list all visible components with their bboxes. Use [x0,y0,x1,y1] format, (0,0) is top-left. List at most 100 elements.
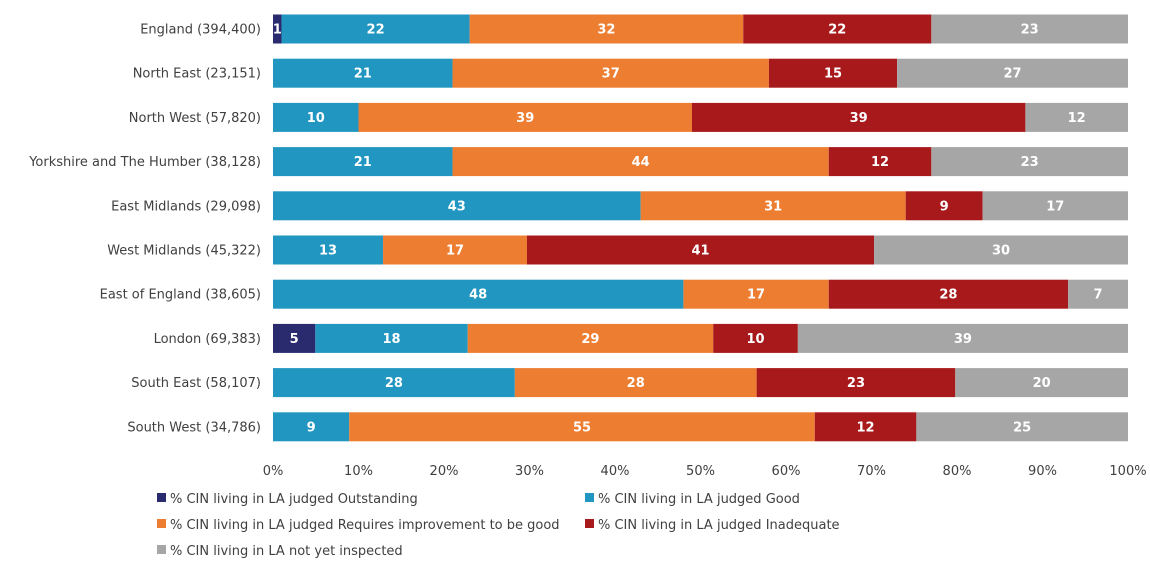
legend-swatch [157,519,166,528]
data-label: 21 [354,155,372,170]
data-label: 1 [273,23,282,38]
data-label: 17 [446,244,464,259]
legend-label: % CIN living in LA judged Inadequate [598,518,840,533]
legend-swatch [585,493,594,502]
data-label: 15 [824,67,842,82]
data-label: 17 [1046,199,1064,214]
category-label: England (394,400) [140,23,261,38]
data-label: 12 [1068,111,1086,126]
x-axis-ticks: 0% 10% 20% 30% 40% 50% 60% 70% 80% 90% 100% [263,464,1147,479]
data-label: 7 [1094,288,1103,303]
bar-segment [526,235,875,265]
bar-segment [358,102,692,132]
bars [273,14,1128,442]
data-label: 13 [319,244,337,259]
bar-segment [743,14,932,44]
bar-segment [828,147,932,177]
bar-segment [273,279,684,309]
data-label: 12 [871,155,889,170]
bar-segment [315,323,468,353]
data-label: 39 [954,332,972,347]
bar-segment [349,412,815,442]
data-label: 31 [764,199,782,214]
category-label: South West (34,786) [127,420,261,435]
x-tick-label: 80% [943,464,972,479]
data-label: 44 [632,155,650,170]
bar-segment [452,58,769,88]
bar-segment [931,147,1128,177]
bar-segment [514,368,757,398]
bar-segment [273,14,282,44]
data-label: 12 [857,420,875,435]
data-label: 43 [448,199,466,214]
data-label: 32 [597,23,615,38]
bar-segment [469,14,744,44]
data-label: 21 [354,67,372,82]
bar-segment [874,235,1128,265]
x-tick-label: 60% [772,464,801,479]
legend-label: % CIN living in LA judged Outstanding [170,492,418,507]
data-label: 28 [627,376,645,391]
x-tick-label: 10% [344,464,373,479]
bar-segment [273,412,350,442]
bar-segment [955,368,1128,398]
bar-segment [1068,279,1128,309]
data-label: 10 [746,332,764,347]
legend-label: % CIN living in LA judged Requires impro… [170,518,560,533]
data-label: 30 [992,244,1010,259]
data-label: 55 [573,420,591,435]
data-label: 23 [847,376,865,391]
data-label: 28 [385,376,403,391]
data-label: 25 [1013,420,1031,435]
category-label: West Midlands (45,322) [107,244,261,259]
bar-segment [273,102,359,132]
bar-segment [691,102,1026,132]
legend-swatch [157,545,166,554]
bar-segment [273,147,453,177]
legend-label: % CIN living in LA not yet inspected [170,544,403,559]
data-label: 39 [850,111,868,126]
category-label: East of England (38,605) [100,288,261,303]
x-tick-label: 70% [857,464,886,479]
category-label: East Midlands (29,098) [111,199,261,214]
legend: % CIN living in LA judged Outstanding % C… [157,492,840,559]
data-label: 48 [469,288,487,303]
bar-segment [273,235,384,265]
bar-segment [814,412,917,442]
bar-segment [916,412,1128,442]
bar-segment [383,235,527,265]
legend-swatch [585,519,594,528]
category-label: North East (23,151) [133,67,261,82]
bar-segment [640,191,906,221]
data-label: 23 [1021,23,1039,38]
data-label: 29 [581,332,599,347]
data-label: 28 [939,288,957,303]
bar-segment [273,323,316,353]
bar-segment [905,191,983,221]
bar-segment [982,191,1128,221]
x-tick-label: 100% [1109,464,1146,479]
bar-segment [768,58,898,88]
bar-segment [828,279,1069,309]
data-label: 22 [828,23,846,38]
x-tick-label: 0% [263,464,284,479]
bar-segment [273,191,641,221]
data-label: 41 [691,244,709,259]
bar-segment [452,147,829,177]
bar-segment [683,279,829,309]
bar-segment [467,323,714,353]
category-label: North West (57,820) [129,111,261,126]
data-label: 23 [1021,155,1039,170]
bar-segment [897,58,1128,88]
data-label: 9 [940,199,949,214]
bar-segment [931,14,1128,44]
bar-segment [713,323,798,353]
x-tick-label: 50% [686,464,715,479]
data-label: 27 [1004,67,1022,82]
bar-segment [281,14,470,44]
category-label: London (69,383) [154,332,261,347]
bar-segment [273,58,453,88]
data-label: 20 [1033,376,1051,391]
